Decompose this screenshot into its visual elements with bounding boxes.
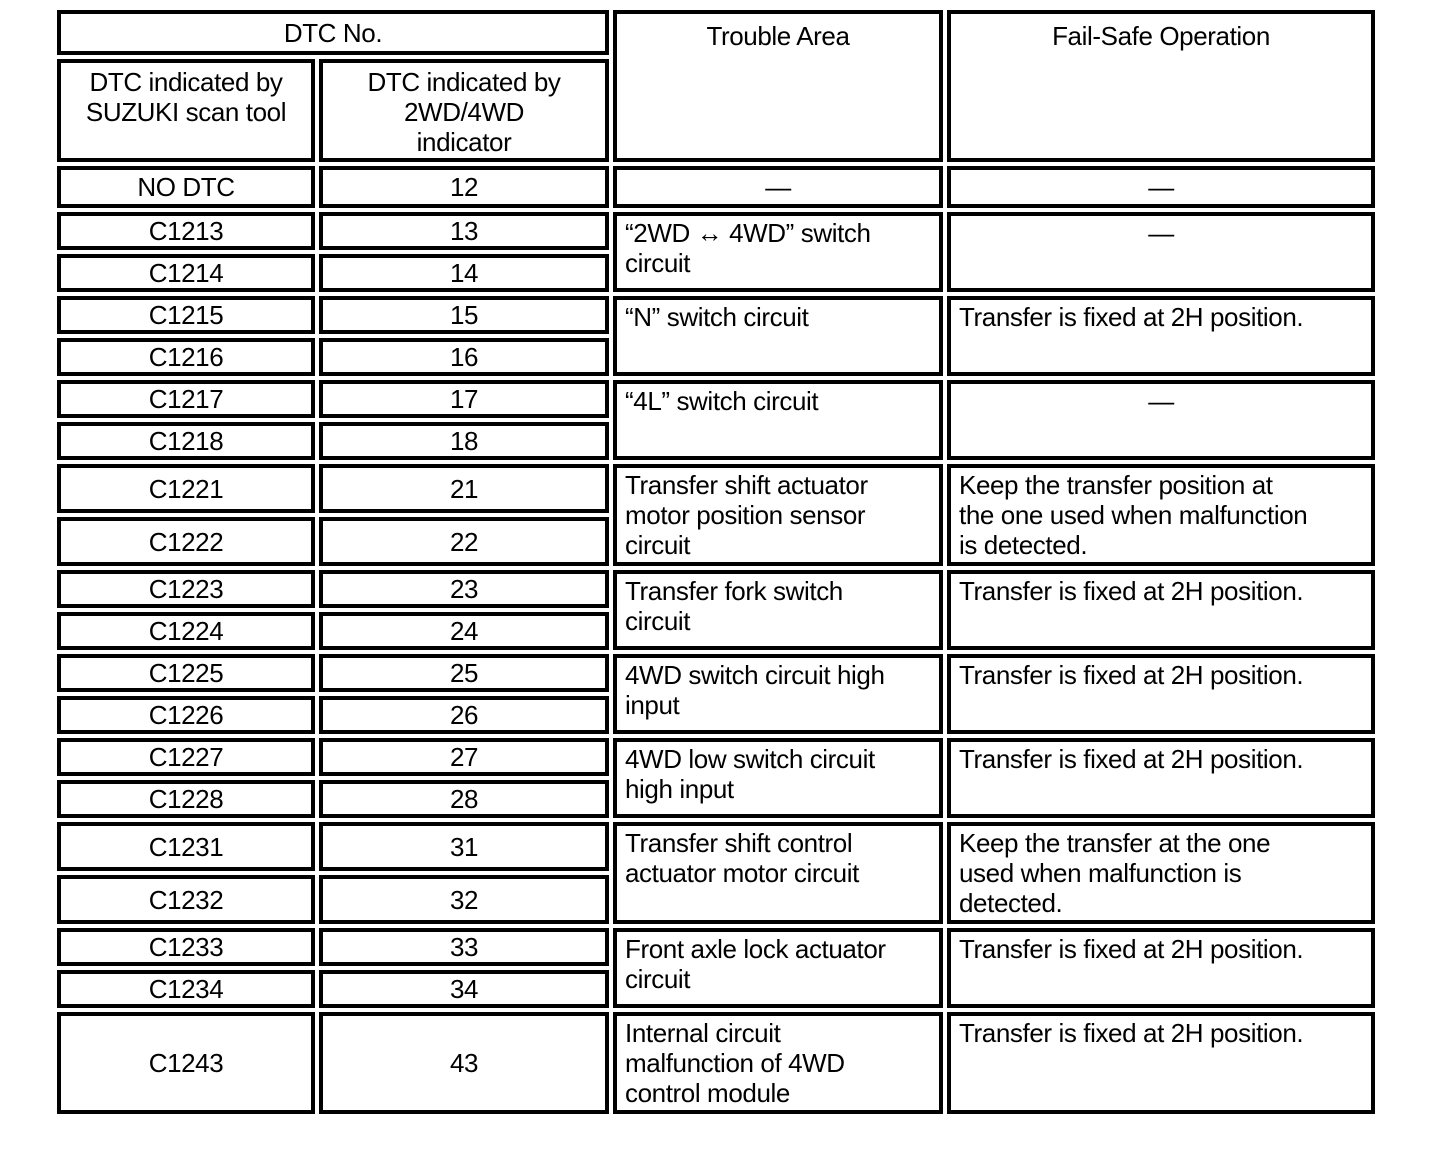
table-row: NO DTC 12 — — [57, 166, 1375, 208]
fail-safe-cell: — [947, 380, 1375, 460]
dtc-code-cell: C1214 [57, 254, 315, 292]
trouble-area-cell: 4WD low switch circuit high input [613, 738, 943, 818]
table-row: C1222 22 [57, 517, 1375, 566]
dtc-code-cell: C1243 [57, 1012, 315, 1114]
table-row: C1221 21 Transfer shift actuator motor p… [57, 464, 1375, 566]
trouble-area-cell: Transfer shift actuator motor position s… [613, 464, 943, 566]
fail-safe-cell: Keep the transfer position at the one us… [947, 464, 1375, 566]
trouble-area-cell: Front axle lock actuator circuit [613, 928, 943, 1008]
indicator-code-cell: 25 [319, 654, 609, 692]
header-row-sub: DTC indicated by SUZUKI scan tool DTC in… [57, 59, 1375, 162]
indicator-code-cell: 17 [319, 380, 609, 418]
indicator-subheader-cell: DTC indicated by 2WD/4WD indicator [319, 59, 609, 162]
indicator-code-cell: 24 [319, 612, 609, 650]
dtc-code-cell: C1218 [57, 422, 315, 460]
trouble-area-header-cell: Trouble Area [613, 10, 943, 162]
table-row: C1231 31 Transfer shift control actuator… [57, 822, 1375, 924]
indicator-code-cell: 23 [319, 570, 609, 608]
dtc-code-cell: C1231 [57, 822, 315, 871]
dtc-code-cell: C1233 [57, 928, 315, 966]
table-row: C1213 13 “2WD ↔ 4WD” switch circuit — [57, 212, 1375, 292]
indicator-code-cell: 21 [319, 464, 609, 513]
scan-tool-subheader-cell: DTC indicated by SUZUKI scan tool [57, 59, 315, 162]
trouble-area-cell: “4L” switch circuit [613, 380, 943, 460]
header-row-main: DTC No. Trouble Area Fail-Safe Operation [57, 10, 1375, 162]
dtc-code-cell: C1228 [57, 780, 315, 818]
trouble-area-cell: 4WD switch circuit high input [613, 654, 943, 734]
dtc-code-cell: C1216 [57, 338, 315, 376]
table-row: C1243 43 Internal circuit malfunction of… [57, 1012, 1375, 1114]
table-row: C1223 23 Transfer fork switch circuit Tr… [57, 570, 1375, 650]
fail-safe-cell: — [947, 166, 1375, 208]
dtc-code-cell: C1232 [57, 875, 315, 924]
dtc-code-cell: C1225 [57, 654, 315, 692]
fail-safe-header-cell: Fail-Safe Operation [947, 10, 1375, 162]
indicator-code-cell: 22 [319, 517, 609, 566]
fail-safe-cell: Keep the transfer at the one used when m… [947, 822, 1375, 924]
table-row: C1214 14 [57, 254, 1375, 292]
dtc-code-cell: C1215 [57, 296, 315, 334]
dtc-code-cell: C1221 [57, 464, 315, 513]
table-row: C1216 16 [57, 338, 1375, 376]
dtc-code-cell: C1217 [57, 380, 315, 418]
table-row: C1227 27 4WD low switch circuit high inp… [57, 738, 1375, 818]
fail-safe-cell: Transfer is fixed at 2H position. [947, 1012, 1375, 1114]
indicator-code-cell: 15 [319, 296, 609, 334]
indicator-code-cell: 18 [319, 422, 609, 460]
indicator-code-cell: 28 [319, 780, 609, 818]
indicator-code-cell: 43 [319, 1012, 609, 1114]
table-row: C1232 32 [57, 875, 1375, 924]
dtc-code-cell: C1224 [57, 612, 315, 650]
table-row: C1225 25 4WD switch circuit high input T… [57, 654, 1375, 734]
table-row: C1224 24 [57, 612, 1375, 650]
fail-safe-cell: — [947, 212, 1375, 292]
dtc-table: DTC No. Trouble Area Fail-Safe Operation… [53, 6, 1379, 1118]
fail-safe-cell: Transfer is fixed at 2H position. [947, 654, 1375, 734]
table-row: C1234 34 [57, 970, 1375, 1008]
dtc-code-cell: C1213 [57, 212, 315, 250]
dtc-code-cell: C1223 [57, 570, 315, 608]
dtc-code-cell: NO DTC [57, 166, 315, 208]
table-row: C1218 18 [57, 422, 1375, 460]
dtc-code-cell: C1227 [57, 738, 315, 776]
indicator-code-cell: 33 [319, 928, 609, 966]
table-row: C1233 33 Front axle lock actuator circui… [57, 928, 1375, 1008]
trouble-area-cell: “N” switch circuit [613, 296, 943, 376]
trouble-area-cell: “2WD ↔ 4WD” switch circuit [613, 212, 943, 292]
table-row: C1228 28 [57, 780, 1375, 818]
trouble-area-cell: Transfer shift control actuator motor ci… [613, 822, 943, 924]
table-row: C1226 26 [57, 696, 1375, 734]
dtc-code-cell: C1234 [57, 970, 315, 1008]
fail-safe-cell: Transfer is fixed at 2H position. [947, 570, 1375, 650]
table-row: C1215 15 “N” switch circuit Transfer is … [57, 296, 1375, 376]
fail-safe-cell: Transfer is fixed at 2H position. [947, 296, 1375, 376]
trouble-area-cell: Transfer fork switch circuit [613, 570, 943, 650]
dtc-code-cell: C1226 [57, 696, 315, 734]
indicator-code-cell: 27 [319, 738, 609, 776]
trouble-area-cell: — [613, 166, 943, 208]
indicator-code-cell: 16 [319, 338, 609, 376]
fail-safe-cell: Transfer is fixed at 2H position. [947, 738, 1375, 818]
indicator-code-cell: 13 [319, 212, 609, 250]
indicator-code-cell: 12 [319, 166, 609, 208]
table-row: C1217 17 “4L” switch circuit — [57, 380, 1375, 460]
indicator-code-cell: 31 [319, 822, 609, 871]
trouble-area-cell: Internal circuit malfunction of 4WD cont… [613, 1012, 943, 1114]
dtc-code-cell: C1222 [57, 517, 315, 566]
indicator-code-cell: 26 [319, 696, 609, 734]
fail-safe-cell: Transfer is fixed at 2H position. [947, 928, 1375, 1008]
indicator-code-cell: 14 [319, 254, 609, 292]
dtc-no-header-cell: DTC No. [57, 10, 609, 55]
indicator-code-cell: 32 [319, 875, 609, 924]
indicator-code-cell: 34 [319, 970, 609, 1008]
